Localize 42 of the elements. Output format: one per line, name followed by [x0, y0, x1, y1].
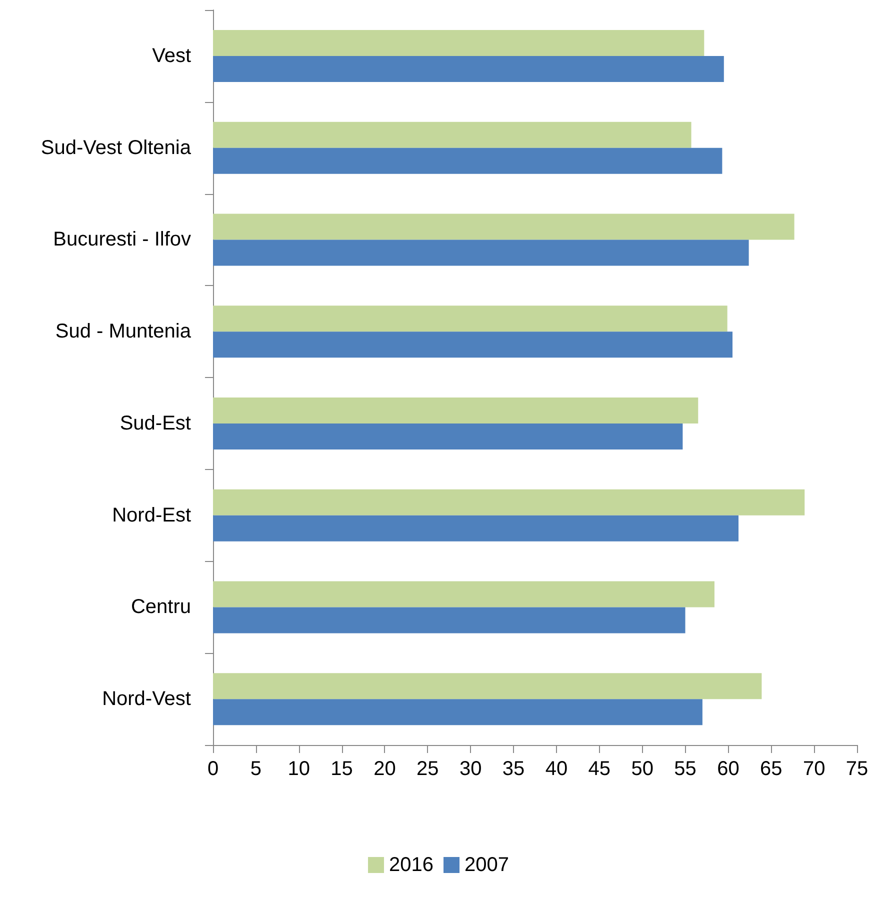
y-tick-label: Sud-Est	[120, 412, 192, 434]
bar	[213, 607, 686, 634]
x-tick-label: 65	[760, 758, 782, 780]
x-tick-label: 20	[374, 758, 396, 780]
bar	[213, 56, 724, 82]
bar	[213, 397, 698, 424]
legend-label: 2016	[389, 854, 434, 876]
bar	[213, 489, 805, 516]
y-tick-label: Nord-Est	[112, 504, 192, 526]
bar	[213, 332, 732, 358]
bar	[213, 699, 702, 726]
bar	[213, 423, 683, 450]
x-tick-label: 70	[802, 758, 826, 780]
x-tick-label: 60	[717, 758, 740, 780]
bar	[213, 148, 722, 174]
bar	[213, 240, 749, 266]
y-tick-label: Vest	[152, 44, 192, 67]
y-tick-label: Sud - Muntenia	[55, 320, 192, 343]
x-tick-label: 25	[416, 758, 439, 780]
x-tick-label: 15	[330, 758, 353, 780]
bar	[213, 581, 714, 608]
legend-label: 2007	[464, 854, 509, 876]
x-tick-label: 0	[207, 758, 219, 780]
x-tick-label: 55	[674, 758, 696, 780]
bar	[213, 30, 704, 56]
y-tick-label: Centru	[130, 596, 191, 618]
y-tick-label: Nord-Vest	[102, 688, 192, 710]
x-tick-label: 40	[545, 758, 568, 780]
bar	[213, 214, 794, 240]
x-tick-label: 75	[846, 758, 868, 780]
bar	[213, 122, 692, 148]
y-tick-label: Bucuresti - Ilfov	[53, 228, 191, 251]
x-tick-label: 30	[459, 758, 482, 780]
x-tick-label: 10	[288, 758, 310, 780]
bar	[213, 306, 728, 332]
x-tick-label: 45	[588, 758, 611, 780]
bar	[213, 515, 739, 542]
y-tick-label: Sud-Vest Oltenia	[40, 136, 192, 159]
x-tick-label: 35	[502, 758, 525, 780]
x-tick-label: 5	[250, 758, 262, 780]
bar	[213, 673, 762, 700]
x-tick-label: 50	[631, 758, 654, 780]
